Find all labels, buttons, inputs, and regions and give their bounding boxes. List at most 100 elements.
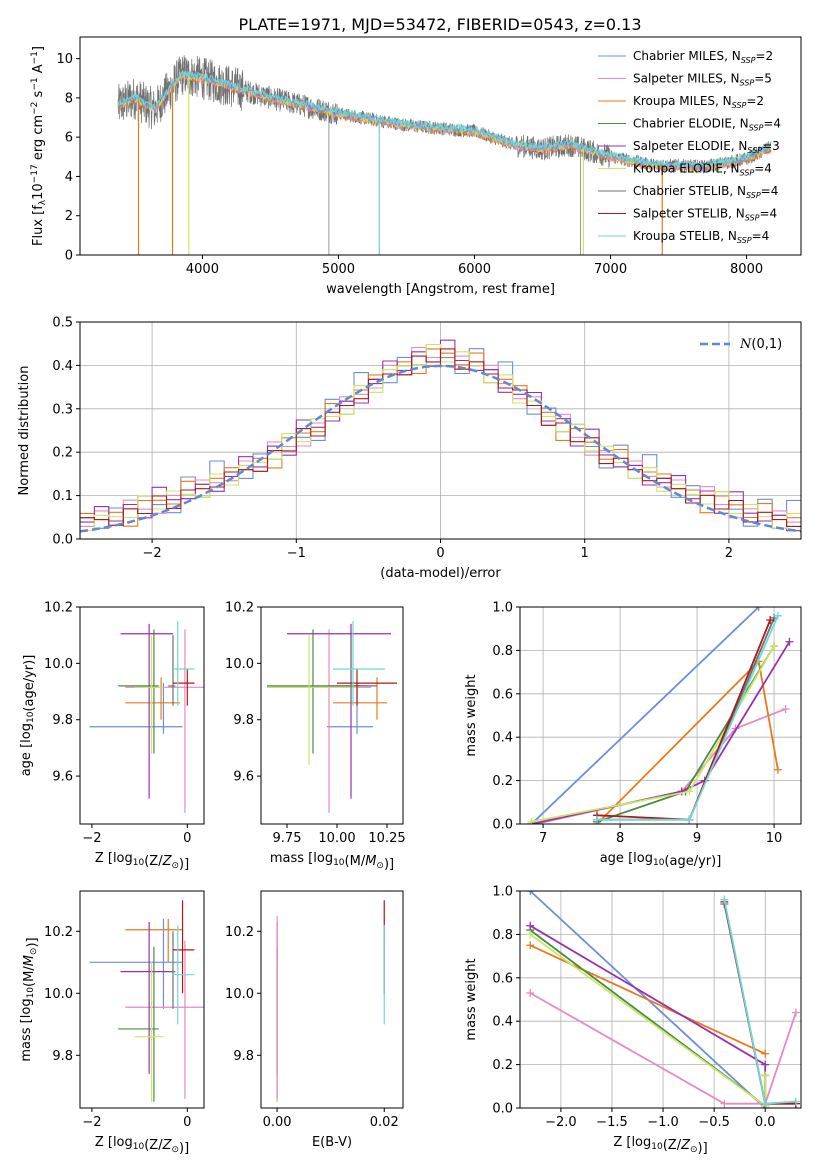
weight-marker-kroupa_elodie bbox=[770, 642, 779, 651]
y-tick-label: 0.2 bbox=[492, 1058, 513, 1073]
weight-marker-salpeter_miles bbox=[781, 704, 790, 713]
axes-frame bbox=[519, 890, 802, 1109]
weight-line-kroupa_miles bbox=[529, 944, 766, 1055]
y-tick-label: 10.2 bbox=[44, 925, 73, 940]
weight-marker-kroupa_stelib bbox=[720, 895, 729, 904]
spectrum-legend: Chabrier MILES, NSSP=2 Salpeter MILES, NS… bbox=[598, 49, 781, 245]
y-tick-label: 0.8 bbox=[492, 928, 513, 943]
y-tick-label: 10.2 bbox=[44, 601, 73, 616]
y-tick-label: 0.1 bbox=[52, 489, 73, 504]
x-tick-label: −1 bbox=[287, 546, 306, 561]
weight-line-kroupa_stelib bbox=[723, 899, 796, 1105]
weight-marker-salpeter_miles bbox=[791, 1008, 800, 1017]
y-tick-label: 10.0 bbox=[44, 657, 73, 672]
y-tick-label: 0.4 bbox=[492, 1015, 513, 1030]
x-axis-label: mass [log10(M/M⊙)] bbox=[270, 851, 394, 872]
weight-marker-kroupa_stelib bbox=[773, 611, 782, 620]
model-spectrum-kroupa_stelib bbox=[117, 69, 772, 169]
legend-label-chabrier_miles: Chabrier MILES, NSSP=2 bbox=[633, 49, 773, 65]
y-tick-label: 10.0 bbox=[44, 987, 73, 1002]
x-tick-label: 0.0 bbox=[755, 1115, 776, 1130]
chart-mass-weight-vs-metallicity: −2.0 −1.5 −1.0 −0.5 0.0 0.0 0.2 0.4 0.6 0.8 1.0 Z [… bbox=[464, 885, 802, 1156]
plot-area bbox=[80, 339, 801, 533]
y-axis-label: age [log10(age/yr)] bbox=[19, 655, 37, 777]
x-axis-label: Z [log10(Z/Z⊙)] bbox=[95, 851, 189, 872]
weight-marker-salpeter_miles bbox=[526, 988, 535, 997]
weight-marker-kroupa_elodie bbox=[527, 817, 536, 824]
normal-reference-curve bbox=[80, 364, 801, 533]
legend-label-salpeter_elodie: Salpeter ELODIE, NSSP=3 bbox=[633, 139, 780, 155]
x-axis-label: Z [log10(Z/Z⊙)] bbox=[613, 1135, 707, 1156]
y-tick-label: 1.0 bbox=[492, 885, 513, 900]
y-tick-label: 1.0 bbox=[492, 601, 513, 616]
x-tick-label: 10.25 bbox=[368, 831, 405, 846]
weight-marker-chabrier_miles bbox=[526, 891, 535, 895]
x-axis-label: E(B-V) bbox=[312, 1135, 352, 1150]
y-tick-label: 0.3 bbox=[52, 402, 73, 417]
chart-mass-vs-extinction: 0.00 0.02 9.8 10.0 10.2 E(B-V) bbox=[225, 890, 404, 1150]
plot-area bbox=[276, 900, 385, 1102]
x-tick-label: 9 bbox=[693, 831, 701, 846]
legend-label-normal: N(0,1) bbox=[739, 337, 782, 352]
y-axis-label: Flux [fλ10−17 erg cm−2 s−1 A−1] bbox=[30, 46, 48, 246]
y-tick-label: 10.2 bbox=[225, 925, 254, 940]
y-tick-label: 0.5 bbox=[52, 316, 73, 331]
plot-area bbox=[89, 621, 204, 813]
weight-marker-salpeter_elodie bbox=[785, 637, 794, 646]
chart-age-vs-metallicity: −2 0 9.6 9.8 10.0 10.2 Z [log10(Z/Z⊙)] age [log… bbox=[19, 601, 205, 872]
chart-mass-weight-vs-age: 7 8 9 10 0.0 0.2 0.4 0.6 0.8 1.0 age [log10(age/yr… bbox=[464, 601, 802, 869]
x-tick-label: 5000 bbox=[322, 262, 355, 277]
y-tick-label: 10.2 bbox=[225, 601, 254, 616]
plot-area bbox=[89, 900, 204, 1102]
weight-line-salpeter_miles bbox=[535, 708, 786, 824]
weight-marker-kroupa_stelib bbox=[761, 1099, 770, 1108]
y-tick-label: 9.8 bbox=[52, 713, 73, 728]
weight-marker-salpeter_stelib bbox=[766, 616, 775, 625]
y-tick-label: 9.8 bbox=[52, 1049, 73, 1064]
legend-label-salpeter_stelib: Salpeter STELIB, NSSP=4 bbox=[633, 207, 777, 223]
x-tick-label: 7000 bbox=[594, 262, 627, 277]
plot-area bbox=[526, 891, 800, 1108]
weight-line-chabrier_miles bbox=[530, 607, 760, 824]
y-tick-label: 10.0 bbox=[225, 987, 254, 1002]
y-tick-label: 4 bbox=[65, 170, 73, 185]
x-tick-label: 8 bbox=[616, 831, 624, 846]
legend-label-chabrier_elodie: Chabrier ELODIE, NSSP=4 bbox=[633, 117, 781, 133]
y-tick-label: 0.4 bbox=[52, 359, 73, 374]
x-tick-label: 0.02 bbox=[370, 1115, 399, 1130]
y-tick-label: 0.6 bbox=[492, 971, 513, 986]
chart-age-vs-mass: 9.75 10.00 10.25 9.6 9.8 10.0 10.2 mass [log10(… bbox=[225, 601, 406, 873]
chart-residual-histogram: −2 −1 0 1 2 0.0 0.1 0.2 0.3 0.4 0.5 (data-model)/er… bbox=[17, 316, 802, 581]
x-tick-label: 0 bbox=[183, 831, 191, 846]
x-tick-label: 6000 bbox=[458, 262, 491, 277]
legend-label-chabrier_stelib: Chabrier STELIB, NSSP=4 bbox=[633, 184, 778, 200]
legend-label-kroupa_elodie: Kroupa ELODIE, NSSP=4 bbox=[633, 162, 772, 178]
weight-marker-kroupa_elodie bbox=[685, 787, 694, 796]
x-tick-label: 8000 bbox=[730, 262, 763, 277]
y-tick-label: 0.0 bbox=[492, 818, 513, 833]
axes-frame bbox=[260, 890, 404, 1109]
y-tick-label: 0.0 bbox=[52, 533, 73, 548]
y-tick-label: 9.8 bbox=[233, 713, 254, 728]
y-tick-label: 0.8 bbox=[492, 644, 513, 659]
x-tick-label: 7 bbox=[539, 831, 547, 846]
x-tick-label: 0 bbox=[183, 1115, 191, 1130]
y-tick-label: 0.6 bbox=[492, 687, 513, 702]
weight-marker-kroupa_miles bbox=[526, 941, 535, 950]
y-axis-label: mass weight bbox=[464, 958, 479, 1040]
weight-marker-chabrier_miles bbox=[754, 607, 763, 611]
figure-title: PLATE=1971, MJD=53472, FIBERID=0543, z=0… bbox=[238, 15, 641, 34]
x-axis-label: Z [log10(Z/Z⊙)] bbox=[95, 1135, 189, 1156]
weight-line-kroupa_elodie bbox=[529, 933, 767, 1108]
weight-marker-kroupa_stelib bbox=[685, 815, 694, 824]
y-tick-label: 0.0 bbox=[492, 1102, 513, 1117]
weight-marker-salpeter_elodie bbox=[677, 787, 686, 796]
axes-frame bbox=[79, 606, 205, 825]
weight-marker-kroupa_elodie bbox=[761, 1071, 770, 1080]
x-tick-label: −2.0 bbox=[545, 1115, 577, 1130]
y-tick-label: 8 bbox=[65, 91, 73, 106]
legend-label-salpeter_miles: Salpeter MILES, NSSP=5 bbox=[633, 72, 772, 88]
axes-frame bbox=[79, 890, 205, 1109]
axes-frame bbox=[79, 36, 802, 256]
x-tick-label: 1 bbox=[581, 546, 589, 561]
